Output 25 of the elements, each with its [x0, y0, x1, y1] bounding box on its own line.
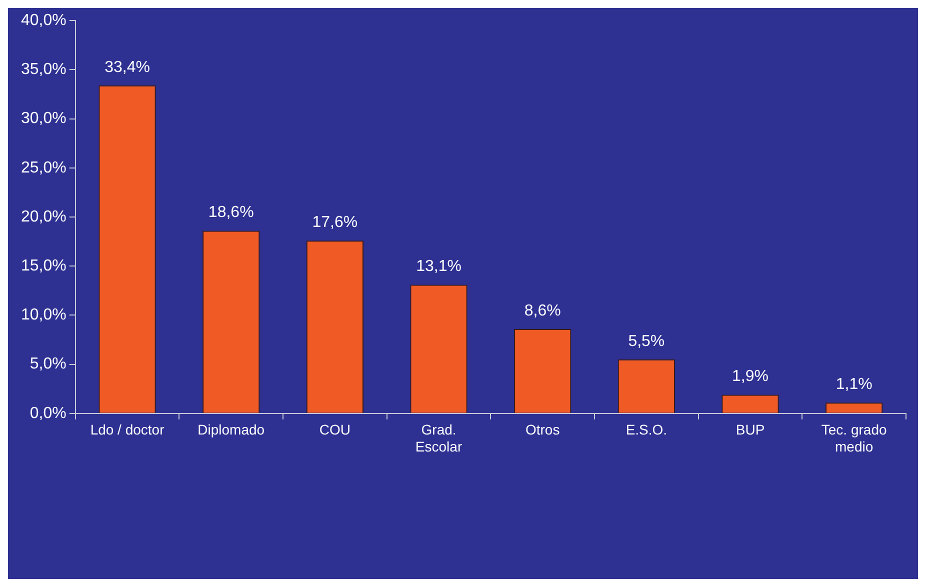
- data-label: 5,5%: [628, 332, 665, 350]
- data-label: 1,1%: [836, 376, 872, 394]
- y-tick-label: 30,0%: [20, 110, 66, 128]
- x-tick-label: COU: [319, 422, 350, 438]
- data-label: 18,6%: [208, 204, 254, 222]
- x-tick-label: Otros: [525, 422, 560, 438]
- y-tick-label: 10,0%: [20, 306, 66, 324]
- x-tick-label: Ldo / doctor: [90, 422, 165, 438]
- data-label: 13,1%: [416, 258, 462, 276]
- y-tick-label: 40,0%: [20, 12, 66, 30]
- y-tick-label: 0,0%: [30, 404, 66, 422]
- y-tick-label: 5,0%: [30, 356, 66, 373]
- y-tick-label: 15,0%: [20, 258, 66, 275]
- data-label: 17,6%: [312, 214, 358, 231]
- x-tick-label: E.S.O.: [626, 422, 668, 438]
- y-tick-label: 20,0%: [20, 208, 66, 226]
- x-tick-label: BUP: [736, 422, 765, 438]
- x-tick-label: Tec. grado medio: [821, 422, 887, 454]
- data-label: 1,9%: [732, 368, 768, 386]
- y-tick-label: 25,0%: [20, 159, 66, 176]
- x-tick-label: Diplomado: [198, 422, 265, 438]
- data-label: 8,6%: [524, 302, 561, 320]
- x-tick-label: Grad. Escolar: [415, 422, 462, 454]
- data-label: 33,4%: [104, 58, 150, 76]
- y-tick-label: 35,0%: [20, 61, 66, 78]
